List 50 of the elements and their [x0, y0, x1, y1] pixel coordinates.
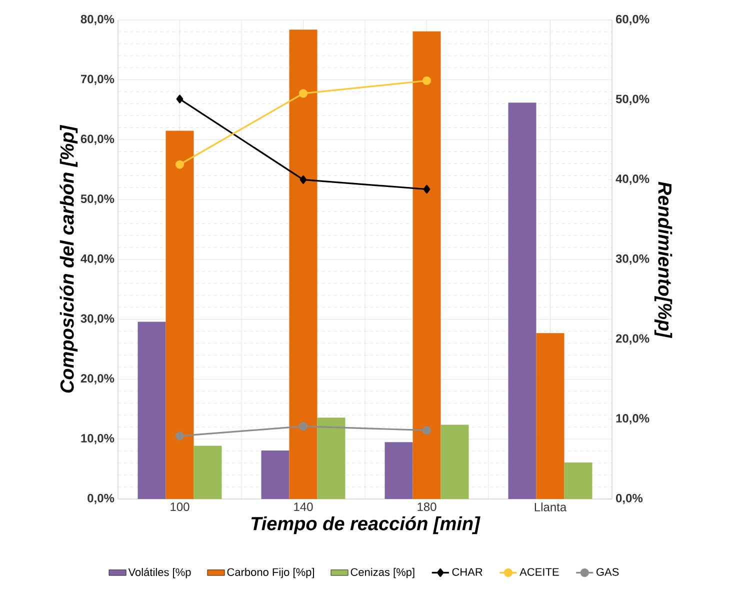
- y-tick-label: 40,0%: [80, 254, 114, 265]
- bar: [138, 322, 166, 499]
- bar: [508, 102, 536, 499]
- point: [175, 160, 184, 169]
- legend-label: ACEITE: [520, 568, 559, 576]
- legend-label: CHAR: [452, 568, 482, 576]
- y2-tick-label: 30,0%: [616, 254, 650, 265]
- bar: [289, 30, 318, 499]
- point: [300, 175, 307, 184]
- y2-tick-label: 50,0%: [616, 94, 650, 105]
- x-tick-label: 100: [170, 502, 190, 512]
- y2-tick-label: 40,0%: [616, 174, 650, 185]
- x-axis-title: Tiempo de reacción [min]: [251, 516, 480, 534]
- x-tick-label: Llanta: [534, 502, 567, 512]
- point: [423, 184, 430, 194]
- legend-label: GAS: [596, 568, 619, 576]
- x-tick-label: 140: [294, 502, 313, 512]
- legend-label: Carbono Fijo [%p]: [227, 568, 314, 578]
- y-tick-label: 70,0%: [80, 74, 114, 85]
- legend-label: Volátiles [%p: [128, 568, 191, 578]
- y-tick-label: 0,0%: [88, 494, 114, 504]
- bar: [564, 462, 592, 499]
- y-tick-label: 10,0%: [81, 434, 114, 444]
- point: [298, 422, 308, 431]
- point: [422, 426, 432, 435]
- y-tick-label: 60,0%: [80, 134, 114, 145]
- y-tick-label: 80,0%: [80, 14, 114, 26]
- bar: [194, 446, 222, 499]
- point: [175, 432, 184, 440]
- x-tick-label: 180: [418, 502, 436, 512]
- bar: [384, 442, 413, 499]
- y2-tick-label: 0,0%: [616, 494, 643, 504]
- point: [298, 89, 308, 98]
- y-tick-label: 20,0%: [80, 374, 114, 384]
- bar: [261, 450, 290, 499]
- y-tick-label: 30,0%: [80, 314, 114, 324]
- y-axis-title: Composición del carbón [%p]: [60, 124, 78, 393]
- y2-tick-label: 20,0%: [616, 334, 650, 344]
- y2-tick-label: 10,0%: [616, 414, 650, 424]
- y2-tick-label: 60,0%: [616, 14, 650, 26]
- point: [422, 76, 432, 85]
- bar: [440, 424, 469, 499]
- point: [176, 94, 184, 104]
- y-tick-label: 50,0%: [80, 194, 114, 205]
- bar: [166, 130, 194, 499]
- bar: [317, 418, 346, 499]
- bar: [536, 333, 564, 499]
- y2-axis-title: Rendimiento[%p]: [654, 182, 672, 338]
- bar: [412, 31, 441, 499]
- legend-label: Cenizas [%p]: [350, 568, 414, 578]
